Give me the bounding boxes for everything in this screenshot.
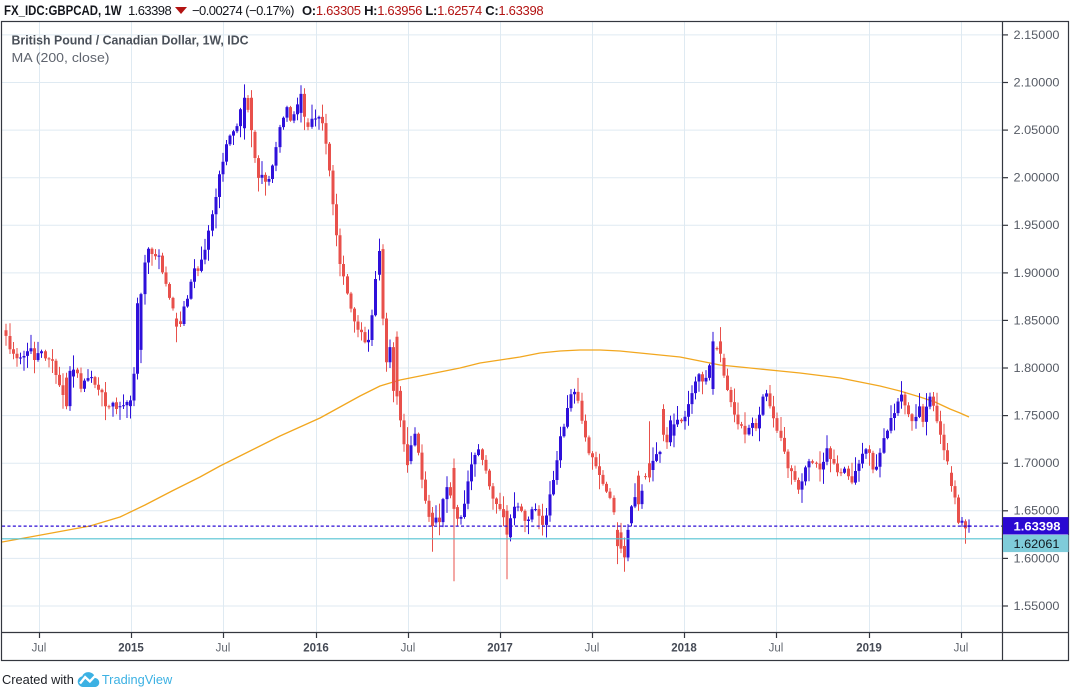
svg-text:1.80000: 1.80000 <box>1014 362 1060 375</box>
svg-text:2016: 2016 <box>303 643 329 655</box>
svg-text:Jul: Jul <box>401 643 416 655</box>
svg-text:1.75000: 1.75000 <box>1014 410 1060 423</box>
svg-text:British Pound / Canadian Dolla: British Pound / Canadian Dollar, 1W, IDC <box>12 34 249 48</box>
svg-text:Jul: Jul <box>216 643 231 655</box>
svg-text:2017: 2017 <box>487 643 513 655</box>
svg-text:Jul: Jul <box>954 643 969 655</box>
svg-text:1.63398: 1.63398 <box>1014 520 1062 533</box>
svg-text:2019: 2019 <box>856 643 882 655</box>
svg-text:Jul: Jul <box>585 643 600 655</box>
svg-text:1.55000: 1.55000 <box>1014 600 1060 613</box>
svg-text:1.70000: 1.70000 <box>1014 457 1060 470</box>
svg-text:2.00000: 2.00000 <box>1014 172 1060 185</box>
svg-text:1.90000: 1.90000 <box>1014 267 1060 280</box>
svg-text:1.60000: 1.60000 <box>1014 552 1060 565</box>
svg-text:2018: 2018 <box>671 643 697 655</box>
svg-text:2015: 2015 <box>118 643 144 655</box>
svg-text:1.65000: 1.65000 <box>1014 505 1060 518</box>
svg-text:1.95000: 1.95000 <box>1014 219 1060 232</box>
svg-text:MA (200, close): MA (200, close) <box>12 50 110 65</box>
svg-text:2.15000: 2.15000 <box>1014 29 1060 42</box>
svg-text:2.05000: 2.05000 <box>1014 124 1060 137</box>
svg-text:1.85000: 1.85000 <box>1014 314 1060 327</box>
svg-text:Jul: Jul <box>769 643 784 655</box>
svg-text:Jul: Jul <box>32 643 47 655</box>
svg-text:1.62061: 1.62061 <box>1014 538 1060 551</box>
svg-text:2.10000: 2.10000 <box>1014 76 1060 89</box>
